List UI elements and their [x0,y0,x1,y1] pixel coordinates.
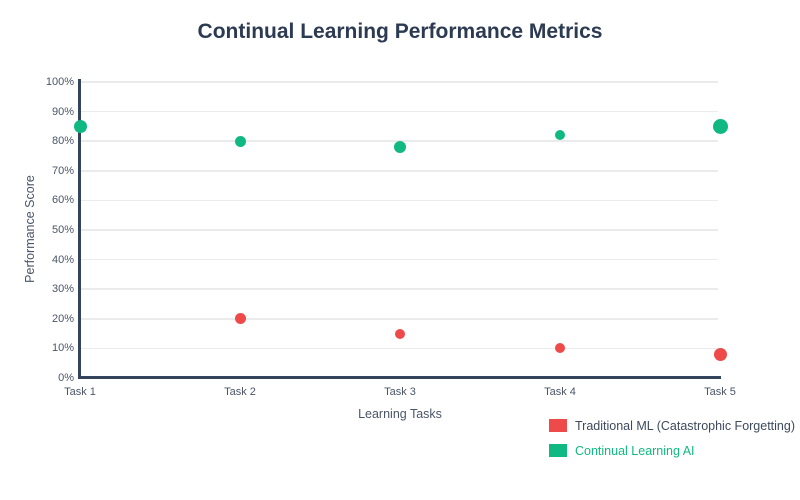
x-axis-line [78,376,721,379]
data-point[interactable] [712,118,728,134]
gridline [81,110,718,113]
data-point[interactable] [395,328,405,339]
gridline [81,229,718,231]
chart-title: Continual Learning Performance Metrics [197,20,603,43]
y-axis-line [78,79,81,379]
x-axis-title: Learning Tasks [358,407,442,421]
y-tick-label: 90% [51,105,74,118]
gridline [81,170,718,172]
y-tick-label: 70% [51,164,74,177]
gridline [81,258,718,261]
y-tick-label: 10% [51,342,74,355]
data-point[interactable] [234,313,246,325]
x-tick-label: Task 3 [384,386,416,398]
data-point[interactable] [234,135,246,147]
y-tick-label: 60% [51,194,74,207]
y-tick-label: 20% [51,312,74,325]
y-tick-label: 30% [51,283,74,296]
gridline [81,199,718,202]
legend-swatch [549,444,567,457]
legend-item-label: Continual Learning AI [575,444,695,458]
gridline [81,288,718,290]
y-tick-label: 0% [58,372,74,384]
y-axis-title: Performance Score [23,175,37,283]
y-tick-label: 80% [51,135,74,148]
data-point[interactable] [713,347,727,361]
data-point[interactable] [555,343,565,354]
x-tick-label: Task 2 [224,386,256,398]
gridline [81,81,718,83]
y-tick-label: 100% [45,76,74,88]
y-tick-label: 50% [51,224,74,236]
legend-swatch [549,419,567,432]
data-point[interactable] [73,119,87,133]
gridline [81,347,718,350]
y-tick-label: 40% [51,253,74,266]
data-point[interactable] [394,141,406,154]
x-tick-label: Task 1 [64,386,96,398]
data-point[interactable] [555,130,565,141]
legend-item-label: Traditional ML (Catastrophic Forgetting) [575,419,795,433]
gridline [81,318,718,320]
x-tick-label: Task 5 [704,386,736,398]
x-tick-label: Task 4 [544,386,576,398]
